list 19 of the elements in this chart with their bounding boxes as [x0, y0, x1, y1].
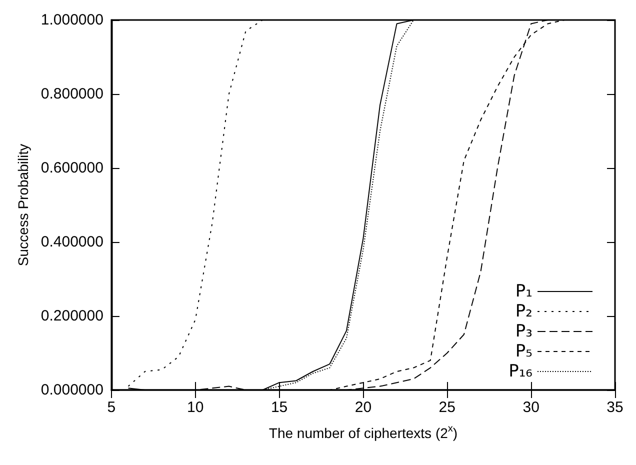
y-tick-label: 0.000000	[40, 382, 104, 398]
x-tick-label: 35	[606, 399, 624, 416]
legend-label: P₃	[515, 322, 532, 342]
y-tick-label: 0.400000	[40, 234, 104, 250]
x-tick-label: 5	[107, 399, 116, 416]
y-tick-label: 1.000000	[40, 12, 104, 28]
x-tick-label: 30	[522, 399, 540, 416]
legend-label: P₁	[515, 282, 532, 302]
x-tick-label: 25	[438, 399, 456, 416]
x-tick-label: 10	[187, 399, 204, 416]
legend-label: P₅	[515, 342, 532, 362]
legend-label: P₁₆	[508, 362, 533, 382]
legend-label: P₂	[515, 302, 532, 322]
x-tick-label: 15	[270, 399, 288, 416]
y-tick-label: 0.600000	[40, 160, 104, 176]
y-tick-label: 0.800000	[40, 86, 104, 102]
y-axis-title: Success Probability	[15, 144, 31, 266]
y-tick-label: 0.200000	[40, 308, 104, 324]
x-tick-label: 20	[354, 399, 372, 416]
